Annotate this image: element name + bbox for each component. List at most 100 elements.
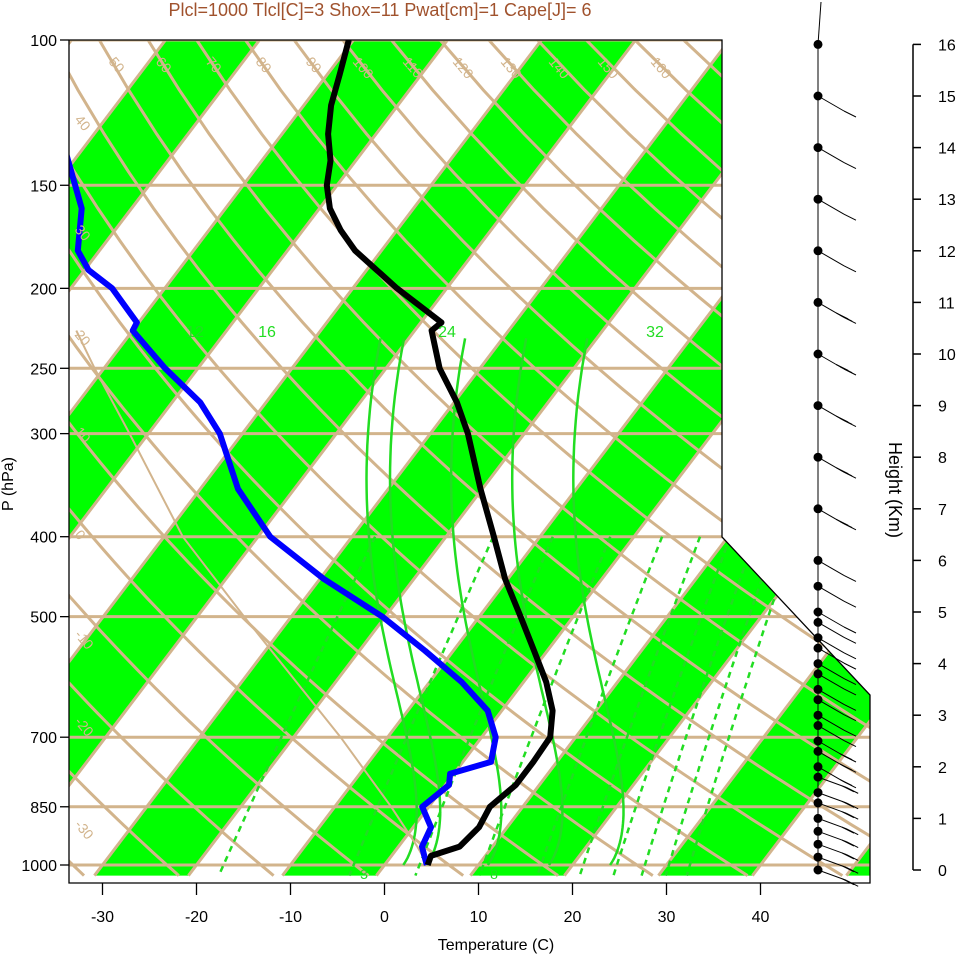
moist-curve: [388, 338, 442, 866]
wind-barb-flag: [841, 878, 855, 886]
moist-curve: [572, 338, 625, 866]
isotherm-side-label: 20: [719, 227, 747, 255]
isotherm-left-label: -30: [72, 817, 97, 843]
dry-adiabat: [98, 40, 870, 877]
x-axis-label: Temperature (C): [438, 937, 554, 954]
y-tick-label: 700: [30, 730, 57, 747]
dry-adiabat: [69, 40, 465, 877]
wind-barb-flag: [843, 688, 857, 696]
dry-adiabat: [69, 40, 559, 877]
wind-barb-flag: [839, 753, 853, 761]
mixing-ratio-bottom-label: 3: [360, 866, 368, 882]
x-tick-label: -20: [185, 909, 208, 926]
y-tick-label: 1000: [21, 858, 57, 875]
height-tick-label: 14: [938, 141, 956, 158]
wind-barb-flag: [841, 839, 855, 847]
x-tick-label: 40: [752, 909, 770, 926]
height-tick-label: 11: [938, 295, 955, 312]
wind-barb-flag: [845, 828, 859, 836]
mixing-ratio-line: [685, 536, 797, 876]
y-tick-label: 400: [30, 530, 57, 547]
wind-barb: [817, 830, 847, 843]
isotherm-line: [563, 40, 870, 877]
x-tick-label: -10: [279, 909, 302, 926]
wind-barb: [817, 792, 847, 804]
isotherm-line: [375, 40, 870, 877]
green-band: [69, 40, 636, 876]
x-tick-label: 20: [564, 909, 582, 926]
green-band: [658, 40, 870, 876]
wind-barb: [817, 637, 845, 654]
height-axis-label: Height (Km): [885, 442, 905, 538]
wind-barb: [817, 621, 845, 638]
height-tick-label: 1: [938, 811, 947, 828]
dewpoint-trace: [69, 40, 499, 866]
height-tick-label: 8: [938, 450, 947, 467]
wind-barb: [817, 250, 845, 267]
wind-barb-flag: [841, 811, 855, 819]
dry-adiabat: [146, 40, 870, 877]
mixing-ratio-line: [217, 536, 377, 877]
dry-adiabat: [69, 40, 870, 877]
mixing-ratio-line: [478, 536, 612, 877]
isotherm-line: [657, 40, 870, 877]
wind-barb: [817, 147, 845, 164]
height-tick-label: 15: [938, 89, 956, 106]
temperature-trace: [323, 40, 556, 866]
wind-barb-flag: [843, 636, 857, 644]
isotherm-line: [751, 40, 870, 877]
green-band: [69, 40, 448, 876]
dry-adiabat: [244, 40, 870, 877]
dry-adiabat: [69, 40, 275, 877]
wind-barb: [817, 856, 847, 868]
wind-barb-flag: [843, 678, 857, 686]
y-tick-label: 200: [30, 281, 57, 298]
wind-barb: [817, 802, 847, 814]
isotherm-line: [69, 40, 261, 877]
wind-barb: [817, 714, 845, 731]
wind-barb: [817, 725, 845, 741]
dry-adiabat: [69, 40, 180, 877]
chart-title: Plcl=1000 Tlcl[C]=3 Shox=11 Pwat[cm]=1 C…: [168, 0, 591, 20]
mixing-ratio-line: [640, 536, 757, 876]
height-tick-label: 2: [938, 760, 947, 777]
wind-barb-flag: [845, 786, 859, 794]
dry-adiabat: [69, 40, 370, 877]
wind-barb: [817, 95, 845, 112]
mixing-ratio-line: [664, 536, 778, 876]
moist-curve: [449, 338, 503, 866]
mixing-ratio-line: [578, 536, 702, 877]
y-tick-label: 500: [30, 610, 57, 627]
wind-barb-flag: [843, 652, 857, 660]
y-tick-label: 300: [30, 427, 57, 444]
height-tick-label: 9: [938, 399, 947, 416]
wind-profile: [813, 1, 859, 887]
mixing-ratio-line: [536, 536, 664, 877]
wind-barb: [817, 750, 845, 767]
isotherm-line: [69, 40, 543, 877]
mixing-ratio-label: 24: [438, 324, 456, 341]
wind-barb-flag: [843, 626, 857, 634]
moist-curve: [510, 338, 564, 866]
wind-barb-flag: [835, 312, 849, 320]
wind-barb-flag: [843, 714, 857, 722]
wind-barb-flag: [843, 213, 857, 221]
wind-barb: [817, 699, 845, 716]
wind-barb-flag: [843, 703, 857, 711]
mixing-ratio-label: 32: [646, 324, 664, 341]
temperature-axis: -30 -20 -10 0 10 20 30 40: [91, 883, 770, 926]
wind-barb: [817, 688, 845, 705]
height-tick-label: 3: [938, 708, 947, 725]
wind-barb-flag: [845, 879, 859, 887]
wind-barb: [817, 585, 845, 602]
wind-barb: [817, 559, 845, 576]
wind-barb-flag: [843, 110, 857, 118]
height-tick-label: 7: [938, 502, 947, 519]
wind-barb: [817, 776, 847, 788]
wind-barb-flag: [843, 662, 857, 670]
isotherm-line: [69, 40, 637, 877]
wind-barb-flag: [845, 812, 859, 820]
wind-barb-flag: [843, 600, 857, 608]
x-tick-label: 0: [380, 909, 389, 926]
